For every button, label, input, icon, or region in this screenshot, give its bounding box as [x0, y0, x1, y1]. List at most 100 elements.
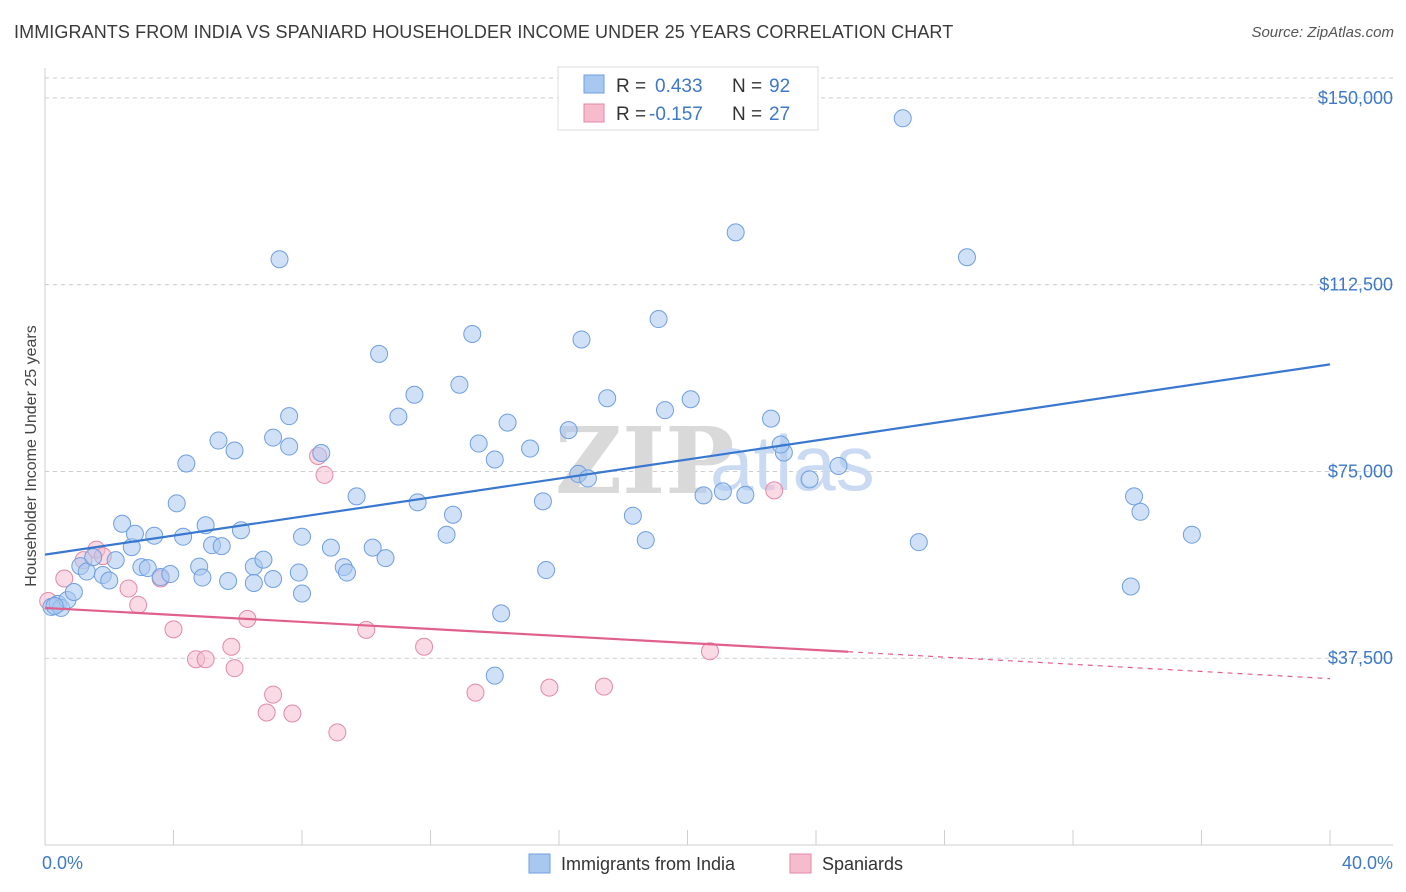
spaniards-point [283, 704, 302, 723]
india-point [1125, 487, 1144, 506]
india-point [280, 407, 299, 426]
india-point [1182, 525, 1201, 544]
india-point [681, 390, 700, 409]
trendlines [44, 363, 1331, 680]
spaniards-point [594, 677, 613, 696]
spaniards-point [119, 579, 138, 598]
india-point [293, 584, 311, 603]
spaniards-point [700, 642, 719, 661]
india-point [405, 385, 424, 404]
india-point [537, 561, 556, 580]
india-point [443, 505, 462, 524]
india-point [957, 248, 976, 267]
india-point [193, 568, 212, 587]
india-point [219, 572, 238, 591]
x-tick-label-max: 40.0% [1342, 853, 1393, 873]
india-point [463, 324, 482, 343]
india-point [321, 538, 340, 557]
legend-swatch-india [583, 74, 605, 94]
legend-bottom: Immigrants from India Spaniards [528, 853, 903, 874]
axes [44, 68, 1393, 846]
y-tick-label: $150,000 [1318, 88, 1393, 108]
india-point [363, 538, 382, 557]
source-label: Source: ZipAtlas.com [1251, 24, 1394, 41]
india-point [598, 389, 617, 408]
india-point [469, 434, 488, 453]
watermark: ZIP atlas [555, 407, 875, 515]
india-point [138, 559, 157, 578]
legend-bottom-label-india: Immigrants from India [561, 854, 736, 874]
india-point [174, 527, 193, 546]
spaniards-point [328, 723, 347, 742]
legend-n-label-spaniards: N = [732, 104, 762, 125]
legend-n-value-india: 92 [769, 76, 790, 97]
legend-r-value-spaniards: -0.157 [649, 104, 703, 125]
india-point [347, 487, 366, 506]
y-tick-label: $75,000 [1328, 461, 1393, 481]
spaniards-trendline-extension [848, 651, 1331, 680]
india-point [656, 401, 675, 420]
spaniards-point [55, 569, 74, 588]
india-point [800, 470, 819, 489]
india-point [649, 310, 668, 329]
india-point [498, 413, 517, 432]
india-point [177, 454, 196, 473]
india-point [161, 565, 180, 584]
spaniards-point [164, 620, 183, 639]
india-point [694, 486, 713, 505]
x-tick-label-min: 0.0% [42, 853, 83, 873]
india-point [408, 493, 427, 512]
india-point [113, 514, 132, 533]
legend-r-label-india: R = [616, 76, 646, 97]
india-point [726, 223, 745, 242]
india-point [280, 437, 299, 456]
india-point [713, 482, 732, 501]
india-point [376, 549, 395, 568]
spaniards-point [129, 595, 148, 614]
legend-swatch-spaniards [583, 103, 605, 123]
india-point [572, 330, 591, 349]
spaniards-point [765, 481, 784, 500]
india-point [485, 666, 504, 685]
legend-r-label-spaniards: R = [616, 104, 646, 125]
india-trendline [44, 363, 1331, 556]
india-point [485, 450, 504, 469]
india-point [762, 409, 781, 428]
india-point [64, 582, 83, 601]
india-point [1131, 502, 1150, 521]
india-point [145, 526, 164, 545]
india-point [289, 563, 308, 582]
spaniards-point [466, 683, 485, 702]
legend-r-value-india: 0.433 [655, 76, 703, 97]
india-point [264, 428, 283, 447]
india-point [450, 375, 469, 394]
india-point [244, 574, 263, 593]
india-point [225, 441, 244, 460]
india-point [45, 596, 64, 615]
spaniards-point [315, 465, 334, 484]
india-point [623, 506, 642, 525]
india-point [337, 563, 356, 582]
legend-bottom-label-spaniards: Spaniards [822, 854, 903, 874]
india-point [370, 344, 389, 363]
india-point [84, 548, 103, 567]
spaniards-point [415, 637, 434, 656]
india-point [1121, 577, 1140, 596]
spaniards-trendline [44, 606, 849, 653]
india-point [212, 537, 231, 556]
india-point [559, 421, 578, 440]
legend-n-label-india: N = [732, 76, 762, 97]
india-point [829, 456, 848, 475]
india-point [389, 407, 408, 426]
chart-title: IMMIGRANTS FROM INDIA VS SPANIARD HOUSEH… [14, 22, 954, 42]
spaniards-point [222, 637, 241, 656]
india-point [521, 439, 540, 458]
india-point [293, 527, 311, 546]
y-axis-label: Householder Income Under 25 years [23, 325, 40, 586]
india-point [100, 571, 119, 590]
spaniards-point [264, 685, 283, 704]
spaniards-point [357, 620, 376, 639]
watermark-atlas: atlas [710, 419, 875, 507]
spaniards-point [540, 678, 559, 697]
